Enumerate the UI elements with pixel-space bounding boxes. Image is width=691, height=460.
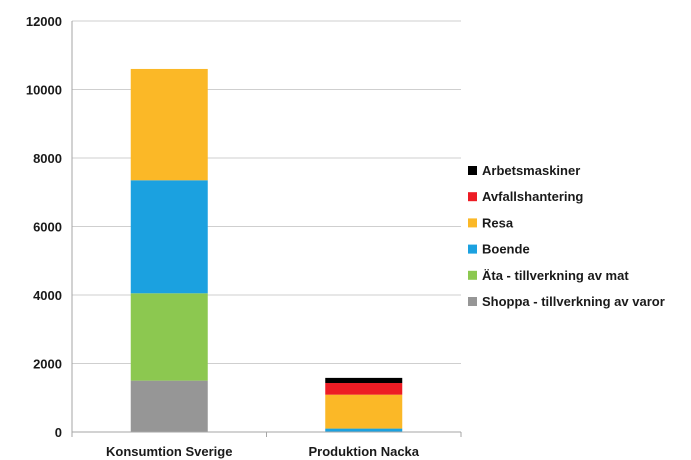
bar-segment bbox=[325, 377, 403, 384]
y-tick-label: 6000 bbox=[33, 220, 62, 235]
bar-segment bbox=[130, 68, 208, 181]
x-category-label: Produktion Nacka bbox=[308, 444, 419, 459]
legend-label: Resa bbox=[482, 215, 514, 230]
legend-swatch bbox=[468, 218, 477, 228]
y-tick-label: 2000 bbox=[33, 357, 62, 372]
legend-label: Arbetsmaskiner bbox=[482, 163, 580, 178]
legend-swatch bbox=[468, 270, 477, 280]
legend-label: Äta - tillverkning av mat bbox=[482, 268, 629, 283]
legend-swatch bbox=[468, 297, 477, 306]
x-category-label: Konsumtion Sverige bbox=[106, 444, 232, 459]
bars bbox=[130, 68, 403, 432]
y-tick-label: 12000 bbox=[26, 14, 62, 29]
bar-segment bbox=[325, 394, 403, 429]
legend-label: Shoppa - tillverkning av varor bbox=[482, 294, 665, 309]
bar-segment bbox=[130, 180, 208, 294]
y-tick-label: 4000 bbox=[33, 288, 62, 303]
x-axis: Konsumtion Sverige Produktion Nacka bbox=[71, 431, 462, 459]
legend-swatch bbox=[468, 244, 477, 254]
legend-label: Boende bbox=[482, 242, 530, 257]
legend-label: Avfallshantering bbox=[482, 189, 583, 204]
gridlines bbox=[72, 20, 461, 364]
y-tick-label: 8000 bbox=[33, 151, 62, 166]
bar-segment bbox=[325, 383, 403, 395]
bar-segment bbox=[325, 428, 403, 432]
y-tick-label: 0 bbox=[55, 425, 62, 440]
bar-segment bbox=[130, 293, 208, 381]
legend-swatch bbox=[468, 192, 477, 202]
legend: Arbetsmaskiner Avfallshantering Resa Boende… bbox=[468, 163, 665, 309]
y-tick-label: 10000 bbox=[26, 83, 62, 98]
bar-segment bbox=[130, 380, 208, 432]
legend-swatch bbox=[468, 166, 477, 175]
y-axis: 0 2000 4000 6000 8000 10000 12000 bbox=[26, 14, 73, 440]
